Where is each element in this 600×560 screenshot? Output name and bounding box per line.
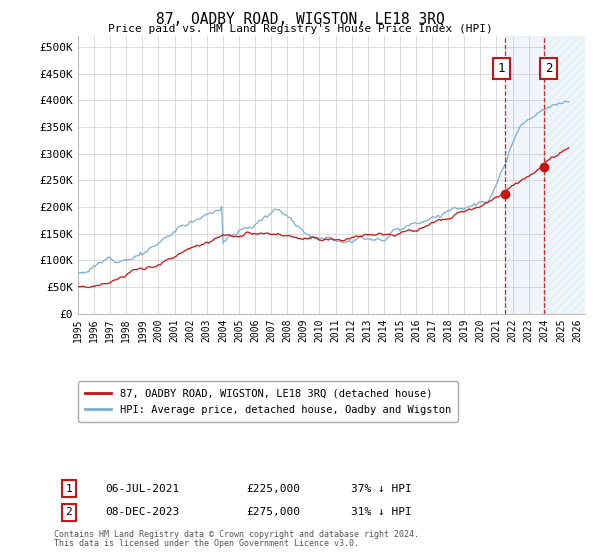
Text: Contains HM Land Registry data © Crown copyright and database right 2024.: Contains HM Land Registry data © Crown c… [54, 530, 419, 539]
Text: 08-DEC-2023: 08-DEC-2023 [105, 507, 179, 517]
Bar [544, 36, 585, 314]
Text: £225,000: £225,000 [246, 484, 300, 494]
Text: This data is licensed under the Open Government Licence v3.0.: This data is licensed under the Open Gov… [54, 539, 359, 548]
Bar [505, 36, 544, 314]
Text: Price paid vs. HM Land Registry's House Price Index (HPI): Price paid vs. HM Land Registry's House … [107, 24, 493, 34]
Text: 2: 2 [545, 62, 552, 75]
Text: 06-JUL-2021: 06-JUL-2021 [105, 484, 179, 494]
Text: 1: 1 [65, 484, 73, 494]
Legend: 87, OADBY ROAD, WIGSTON, LE18 3RQ (detached house), HPI: Average price, detached: 87, OADBY ROAD, WIGSTON, LE18 3RQ (detac… [78, 381, 458, 422]
Bar [544, 36, 585, 314]
Text: 1: 1 [498, 62, 505, 75]
Text: £275,000: £275,000 [246, 507, 300, 517]
Text: 37% ↓ HPI: 37% ↓ HPI [351, 484, 412, 494]
Text: 2: 2 [65, 507, 73, 517]
Text: 87, OADBY ROAD, WIGSTON, LE18 3RQ: 87, OADBY ROAD, WIGSTON, LE18 3RQ [155, 12, 445, 27]
Text: 31% ↓ HPI: 31% ↓ HPI [351, 507, 412, 517]
